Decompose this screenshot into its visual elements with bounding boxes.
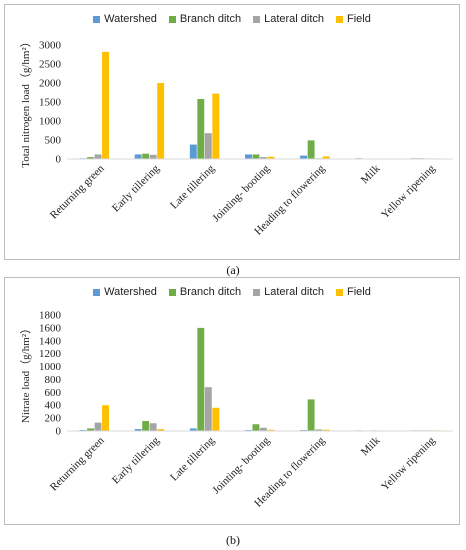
- bar-branch-ditch: [252, 424, 260, 431]
- y-tick-label: 400: [45, 400, 62, 412]
- y-tick-label: 600: [45, 387, 62, 399]
- y-tick-label: 1500: [39, 97, 62, 109]
- legend-swatch-watershed: [93, 15, 101, 23]
- chart-panel-a: Watershed Branch ditch Lateral ditch Fie…: [4, 4, 460, 260]
- legend-label-lateral-ditch: Lateral ditch: [264, 13, 325, 25]
- legend-swatch-branch-ditch: [168, 288, 176, 296]
- legend-label-lateral-ditch: Lateral ditch: [264, 286, 325, 298]
- bar-branch-ditch: [197, 327, 205, 431]
- y-tick-label: 2500: [39, 59, 62, 71]
- y-tick-label: 1600: [39, 322, 62, 334]
- bar-branch-ditch: [197, 98, 205, 159]
- bar-field: [157, 83, 165, 159]
- legend-item-lateral-ditch: Lateral ditch: [253, 13, 324, 25]
- legend-item-field: Field: [336, 286, 371, 298]
- bar-lateral-ditch: [260, 157, 267, 159]
- x-tick-label: Jointing- booting: [210, 434, 272, 496]
- y-tick-label: 3000: [39, 40, 62, 52]
- legend-item-lateral-ditch: Lateral ditch: [253, 286, 324, 298]
- panel-label-b: (b): [226, 533, 240, 547]
- bar-lateral-ditch: [149, 423, 157, 431]
- bar-lateral-ditch: [94, 422, 102, 431]
- legend-swatch-field: [336, 15, 344, 23]
- x-tick-label: Returning green: [48, 434, 107, 493]
- bar-lateral-ditch: [149, 154, 157, 159]
- y-axis-title: Nitrate load（g/hm²）: [19, 323, 32, 423]
- x-tick-label: Late tillering: [168, 162, 217, 211]
- legend-item-branch-ditch: Branch ditch: [168, 286, 242, 298]
- x-tick-label: Yellow ripening: [379, 162, 438, 221]
- legend-label-field: Field: [347, 13, 371, 25]
- y-tick-label: 2000: [39, 78, 62, 90]
- bar-branch-ditch: [307, 399, 315, 431]
- x-tick-label: Late tillering: [168, 434, 217, 483]
- bar-lateral-ditch: [204, 387, 212, 431]
- bar-watershed: [300, 155, 308, 159]
- y-tick-label: 1000: [39, 116, 62, 128]
- legend-swatch-branch-ditch: [168, 15, 176, 23]
- bar-field: [102, 51, 109, 160]
- bar-watershed: [134, 429, 142, 431]
- y-tick-label: 0: [56, 154, 62, 166]
- x-tick-label: Early tillering: [110, 162, 162, 214]
- bar-lateral-ditch: [94, 154, 102, 159]
- bar-branch-ditch: [87, 157, 94, 159]
- x-tick-label: Yellow ripening: [379, 434, 438, 493]
- x-tick-label: Jointing- booting: [210, 162, 272, 224]
- y-tick-label: 1000: [39, 361, 62, 373]
- y-tick-label: 0: [56, 426, 62, 438]
- bar-field: [102, 405, 109, 431]
- legend-b: Watershed Branch ditch Lateral ditch Fie…: [5, 286, 459, 298]
- x-tick-label: Milk: [359, 434, 383, 458]
- bar-field: [267, 156, 275, 159]
- legend-a: Watershed Branch ditch Lateral ditch Fie…: [5, 13, 459, 25]
- bar-field: [322, 156, 330, 159]
- legend-swatch-lateral-ditch: [253, 15, 261, 23]
- bar-field: [212, 407, 220, 431]
- legend-item-watershed: Watershed: [93, 13, 157, 25]
- bar-lateral-ditch: [315, 429, 323, 431]
- bar-field: [267, 429, 275, 431]
- legend-item-branch-ditch: Branch ditch: [168, 13, 242, 25]
- y-tick-label: 200: [45, 413, 62, 425]
- y-axis-title: Total nitrogen load（g/hm²）: [19, 36, 32, 167]
- legend-label-watershed: Watershed: [104, 13, 157, 25]
- bar-watershed: [245, 154, 252, 159]
- bar-field: [212, 93, 220, 159]
- legend-swatch-field: [336, 288, 344, 296]
- y-tick-label: 800: [45, 374, 62, 386]
- legend-swatch-lateral-ditch: [253, 288, 261, 296]
- legend-label-field: Field: [347, 286, 371, 298]
- y-tick-label: 1400: [39, 335, 62, 347]
- legend-swatch-watershed: [93, 288, 101, 296]
- legend-label-branch-ditch: Branch ditch: [179, 286, 242, 298]
- bar-branch-ditch: [307, 140, 315, 159]
- x-tick-label: Returning green: [48, 162, 107, 221]
- bar-chart-total-nitrogen: 0 500 1000 1500 2000 2500 3000 Total nitrogen l…: [19, 36, 453, 238]
- bar-watershed: [189, 144, 197, 159]
- y-tick-label: 1200: [39, 348, 62, 360]
- bar-lateral-ditch: [204, 133, 212, 159]
- legend-label-watershed: Watershed: [104, 286, 157, 298]
- bar-branch-ditch: [142, 153, 150, 159]
- bar-watershed: [189, 428, 197, 431]
- bar-field: [157, 429, 165, 431]
- chart-panel-b: Watershed Branch ditch Lateral ditch Fie…: [4, 277, 460, 525]
- panel-label-a: (a): [226, 263, 240, 277]
- legend-label-branch-ditch: Branch ditch: [179, 13, 242, 25]
- y-tick-label: 1800: [39, 310, 62, 322]
- legend-item-field: Field: [336, 13, 371, 25]
- x-tick-label: Milk: [359, 162, 383, 186]
- bar-lateral-ditch: [260, 427, 267, 431]
- x-tick-label: Early tillering: [110, 434, 162, 486]
- bar-branch-ditch: [142, 421, 150, 431]
- y-tick-label: 500: [45, 135, 62, 147]
- legend-item-watershed: Watershed: [93, 286, 157, 298]
- bar-branch-ditch: [87, 428, 94, 431]
- bar-branch-ditch: [252, 154, 260, 159]
- bar-watershed: [134, 154, 142, 159]
- bar-field: [322, 429, 330, 431]
